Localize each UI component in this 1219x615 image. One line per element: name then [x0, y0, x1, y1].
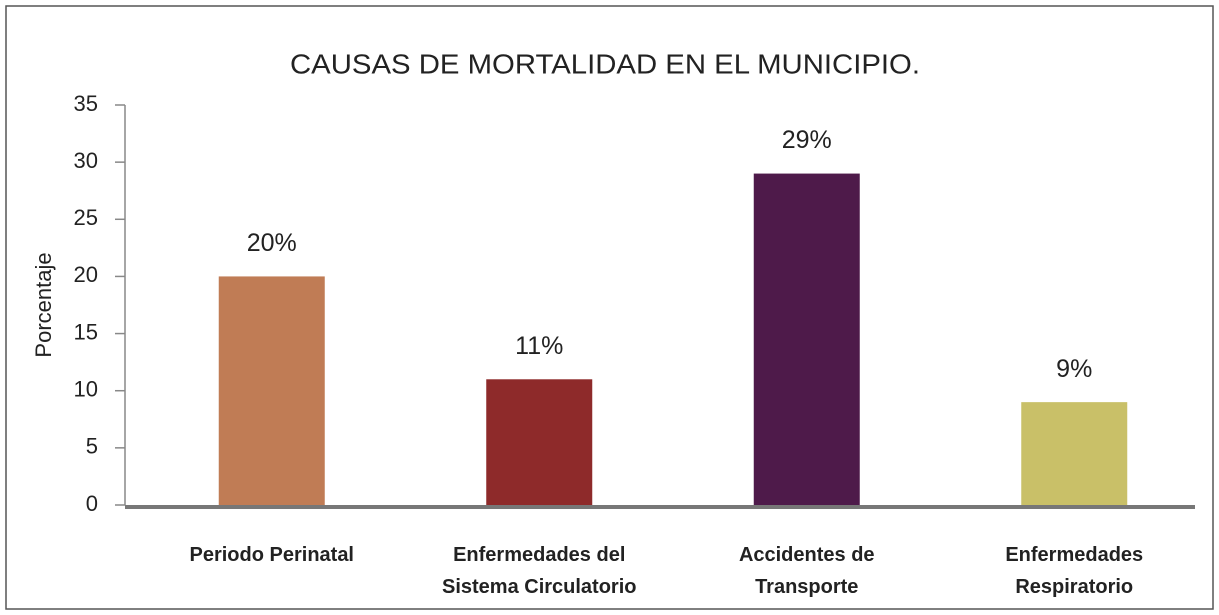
x-tick-label: Enfermedades del Sistema Circulatorio	[442, 544, 637, 598]
bar	[1021, 402, 1128, 505]
chart-title: CAUSAS DE MORTALIDAD EN EL MUNICIPIO.	[290, 48, 920, 79]
value-label: 11%	[515, 332, 563, 360]
y-axis-label: Porcentaje	[31, 252, 56, 357]
y-tick-label: 35	[74, 91, 98, 116]
y-tick-label: 10	[74, 377, 98, 402]
y-tick-label: 15	[74, 319, 98, 344]
bar	[218, 276, 325, 505]
bar	[486, 379, 593, 505]
chart-frame	[5, 5, 1214, 610]
y-tick-label: 5	[86, 434, 98, 459]
y-tick-label: 20	[74, 262, 98, 287]
x-tick-label: Enfermedades Respiratorio	[1005, 544, 1143, 598]
value-label: 9%	[1056, 355, 1092, 383]
y-tick-label: 0	[86, 491, 98, 516]
y-tick-label: 25	[74, 205, 98, 230]
value-label: 29%	[782, 126, 832, 154]
x-tick-label: Periodo Perinatal	[190, 544, 355, 566]
bar	[753, 173, 860, 506]
x-tick-label: Accidentes de Transporte	[739, 544, 875, 598]
y-tick-label: 30	[74, 148, 98, 173]
value-label: 20%	[247, 229, 297, 257]
